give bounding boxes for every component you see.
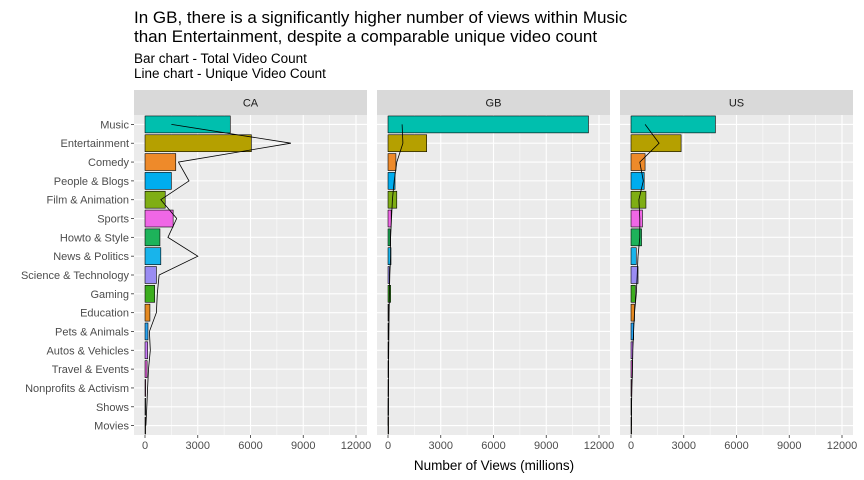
x-tick-label: 3000 [186, 440, 210, 452]
category-label-gaming: Gaming [90, 289, 129, 301]
panel-strip-ca [134, 90, 367, 115]
bar-ca-entertainment [144, 134, 252, 153]
x-tick-label: 0 [385, 440, 391, 452]
bar-us-news-and-politics [630, 247, 637, 265]
panel-strip-us [620, 90, 853, 115]
panel-strip-label: US [729, 98, 744, 110]
x-tick-label: 6000 [238, 440, 262, 452]
category-label-news-and-politics: News & Politics [53, 251, 129, 263]
bar-ca-travel-and-events [144, 360, 148, 378]
bar-ca-gaming [144, 285, 155, 303]
x-tick-label: 3000 [429, 440, 453, 452]
bar-gb-people-and-blogs [387, 172, 396, 190]
bar-gb-howto-and-style [387, 228, 391, 247]
x-tick-label: 3000 [672, 440, 696, 452]
x-tick-label: 0 [142, 440, 148, 452]
x-tick-label: 6000 [724, 440, 748, 452]
bar-ca-sports [144, 209, 174, 228]
category-label-people-and-blogs: People & Blogs [54, 176, 130, 188]
category-label-pets-and-animals: Pets & Animals [55, 326, 129, 338]
x-axis-title: Number of Views (millions) [414, 458, 574, 473]
category-axis-labels: Music Entertainment Comedy People & Blogs Fi… [21, 119, 134, 433]
bar-us-comedy [630, 153, 646, 171]
bar-us-howto-and-style [630, 228, 642, 247]
chart-panels: CA 0 3000 6000 9000 12000 GB 0 3000 6000 9000 12000… [134, 90, 857, 452]
bar-gb-science-and-technology [387, 266, 390, 284]
category-label-entertainment: Entertainment [61, 138, 129, 150]
category-label-nonprofits-and-activism: Nonprofits & Activism [25, 383, 129, 395]
panel-us: US 0 3000 6000 9000 12000 [620, 90, 857, 452]
bar-us-entertainment [630, 134, 682, 153]
category-label-science-and-technology: Science & Technology [21, 270, 130, 282]
bar-ca-people-and-blogs [144, 172, 172, 190]
panel-strip-gb [377, 90, 610, 115]
category-label-sports: Sports [97, 214, 129, 226]
category-label-comedy: Comedy [88, 157, 129, 169]
x-tick-label: 12000 [584, 440, 615, 452]
x-tick-label: 12000 [341, 440, 372, 452]
x-tick-label: 0 [628, 440, 634, 452]
unique-count-line-gb [387, 124, 404, 426]
bar-ca-movies [144, 416, 146, 435]
bar-ca-pets-and-animals [144, 322, 149, 341]
x-tick-label: 9000 [534, 440, 558, 452]
x-tick-label: 9000 [291, 440, 315, 452]
bar-gb-entertainment [387, 134, 427, 153]
x-tick-label: 6000 [481, 440, 505, 452]
panel-gb: GB 0 3000 6000 9000 12000 [377, 90, 614, 452]
bar-us-music [630, 115, 716, 134]
x-tick-label: 9000 [777, 440, 801, 452]
category-label-shows: Shows [96, 402, 130, 414]
panel-strip-label: GB [486, 98, 502, 110]
bar-us-people-and-blogs [630, 172, 645, 190]
bar-us-sports [630, 209, 643, 228]
bar-ca-film-and-animation [144, 190, 166, 209]
bar-ca-autos-and-vehicles [144, 341, 148, 360]
x-tick-label: 12000 [827, 440, 858, 452]
chart-subtitle: Bar chart - Total Video Count Line chart… [134, 51, 326, 81]
category-label-howto-and-style: Howto & Style [60, 232, 129, 244]
bar-ca-nonprofits-and-activism [144, 379, 147, 397]
bar-us-science-and-technology [630, 266, 639, 284]
bar-ca-shows [144, 397, 146, 416]
bar-ca-education [144, 303, 151, 322]
chart-title: In GB, there is a significantly higher n… [134, 8, 628, 46]
bar-us-film-and-animation [630, 190, 647, 209]
panel-ca: CA 0 3000 6000 9000 12000 [134, 90, 371, 452]
unique-count-line-ca [145, 124, 291, 426]
bar-ca-science-and-technology [144, 266, 157, 284]
category-label-travel-and-events: Travel & Events [52, 364, 130, 376]
category-label-education: Education [80, 308, 129, 320]
category-label-movies: Movies [94, 421, 129, 433]
panel-strip-label: CA [243, 98, 259, 110]
bar-gb-sports [387, 209, 392, 228]
bar-ca-music [144, 115, 231, 134]
category-label-autos-and-vehicles: Autos & Vehicles [46, 345, 129, 357]
bar-gb-music [387, 115, 589, 134]
unique-count-line-us [631, 124, 660, 426]
bar-ca-howto-and-style [144, 228, 161, 247]
bar-gb-comedy [387, 153, 397, 171]
category-label-film-and-animation: Film & Animation [46, 195, 129, 207]
bar-gb-education [387, 303, 389, 322]
bar-ca-comedy [144, 153, 177, 171]
bar-us-gaming [630, 285, 636, 303]
category-label-music: Music [100, 119, 129, 131]
bar-ca-news-and-politics [144, 247, 162, 265]
